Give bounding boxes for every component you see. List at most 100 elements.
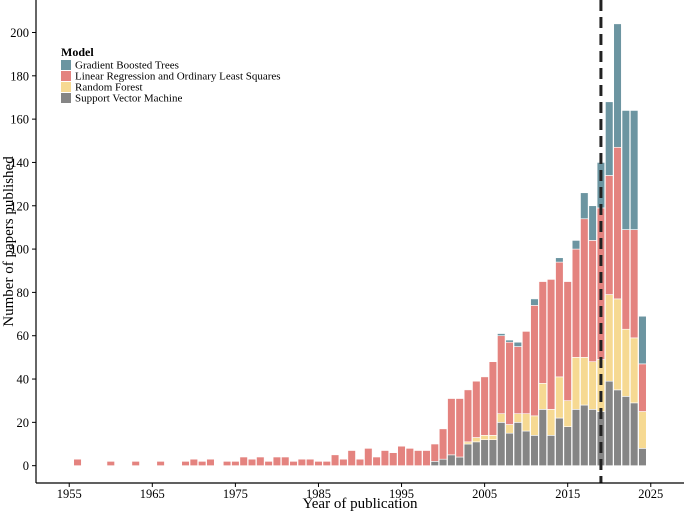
bar-1993-linear-regression-and-ordinary-least-squares [380,450,390,466]
bar-1995-linear-regression-and-ordinary-least-squares [397,445,406,466]
bar-1991-linear-regression-and-ordinary-least-squares [364,448,373,466]
bar-1982-linear-regression-and-ordinary-least-squares [289,461,298,466]
bar-1976-linear-regression-and-ordinary-least-squares [239,456,248,466]
bar-2022-linear-regression-and-ordinary-least-squares [621,229,630,330]
bar-2016-gradient-boosted-trees [571,240,581,250]
bar-2021-gradient-boosted-trees [613,23,622,148]
bar-2011-gradient-boosted-trees [530,298,539,306]
legend-label-gradient-boosted-trees: Gradient Boosted Trees [75,60,179,72]
bar-2024-linear-regression-and-ordinary-least-squares [638,363,647,412]
bar-2007-support-vector-machine [497,422,506,466]
bar-2005-linear-regression-and-ordinary-least-squares [480,376,489,436]
bar-2022-support-vector-machine [621,396,630,466]
bar-2012-support-vector-machine [538,409,547,466]
bar-2014-support-vector-machine [555,417,564,466]
x-tick-label-2005: 2005 [472,487,497,501]
bar-2009-random-forest [513,413,522,423]
bar-2022-random-forest [621,328,630,397]
bar-2012-linear-regression-and-ordinary-least-squares [538,281,547,384]
bar-2002-linear-regression-and-ordinary-least-squares [455,398,464,458]
bar-2024-support-vector-machine [638,448,647,466]
bar-1998-linear-regression-and-ordinary-least-squares [422,450,431,466]
bar-2020-gradient-boosted-trees [605,101,614,176]
bar-2019-gradient-boosted-trees [596,162,606,209]
bar-1988-linear-regression-and-ordinary-least-squares [339,458,348,466]
bar-1981-linear-regression-and-ordinary-least-squares [281,456,290,466]
bar-1971-linear-regression-and-ordinary-least-squares [198,461,207,466]
bar-1975-linear-regression-and-ordinary-least-squares [231,461,240,466]
bar-2020-linear-regression-and-ordinary-least-squares [605,175,614,295]
bars-group [73,23,647,466]
bar-2017-linear-regression-and-ordinary-least-squares [580,218,589,358]
y-tick-label-20: 20 [17,416,30,430]
bar-2008-gradient-boosted-trees [505,339,514,343]
bar-2007-random-forest [497,413,506,423]
bar-1989-linear-regression-and-ordinary-least-squares [347,450,356,466]
bar-2010-support-vector-machine [522,430,531,466]
bar-2018-linear-regression-and-ordinary-least-squares [588,240,597,363]
bar-2000-linear-regression-and-ordinary-least-squares [438,428,448,460]
bar-2023-gradient-boosted-trees [630,110,639,230]
x-tick-label-1965: 1965 [140,487,165,501]
bar-2003-linear-regression-and-ordinary-least-squares [463,389,473,443]
bar-2020-support-vector-machine [605,380,614,466]
legend-label-support-vector-machine: Support Vector Machine [75,93,182,105]
bar-2016-linear-regression-and-ordinary-least-squares [571,248,581,358]
bar-2012-random-forest [538,383,547,410]
bar-2015-linear-regression-and-ordinary-least-squares [563,281,572,401]
bar-2001-linear-regression-and-ordinary-least-squares [447,398,456,456]
bar-2019-support-vector-machine [596,411,606,466]
bar-2005-support-vector-machine [480,439,489,466]
y-tick-label-40: 40 [17,373,30,387]
bar-2000-support-vector-machine [438,458,448,466]
bar-1986-linear-regression-and-ordinary-least-squares [322,461,331,466]
legend-label-linear-regression-and-ordinary-least-squares: Linear Regression and Ordinary Least Squ… [75,71,281,83]
y-tick-label-60: 60 [17,329,30,343]
bar-2006-support-vector-machine [488,439,498,466]
bar-1974-linear-regression-and-ordinary-least-squares [222,461,232,466]
bar-2011-support-vector-machine [530,435,539,466]
bar-2004-linear-regression-and-ordinary-least-squares [472,380,481,438]
y-axis-ticks: 0 20 40 60 80 100 120 140 160 180 200 [10,26,36,473]
bar-1987-linear-regression-and-ordinary-least-squares [330,454,340,466]
bar-2002-support-vector-machine [455,456,464,466]
bar-2016-random-forest [571,357,581,410]
bar-1977-linear-regression-and-ordinary-least-squares [247,458,257,466]
y-tick-label-120: 120 [10,199,29,213]
x-tick-label-1985: 1985 [306,487,331,501]
bar-1963-linear-regression-and-ordinary-least-squares [131,461,140,466]
bar-1999-support-vector-machine [430,461,439,466]
bar-2017-support-vector-machine [580,404,589,466]
bar-2009-linear-regression-and-ordinary-least-squares [513,346,522,414]
bar-2010-linear-regression-and-ordinary-least-squares [522,331,531,414]
bar-2007-gradient-boosted-trees [497,333,506,337]
bar-2021-random-forest [613,298,622,391]
x-tick-label-1995: 1995 [389,487,414,501]
bar-2011-random-forest [530,415,539,436]
bar-2018-gradient-boosted-trees [588,205,597,241]
y-tick-label-80: 80 [17,286,30,300]
legend-title: Model [61,45,94,59]
bar-2001-support-vector-machine [447,454,456,466]
bar-1999-linear-regression-and-ordinary-least-squares [430,443,439,462]
y-tick-label-0: 0 [23,459,29,473]
bar-2015-support-vector-machine [563,426,572,466]
bar-1990-linear-regression-and-ordinary-least-squares [355,458,365,466]
bar-1956-linear-regression-and-ordinary-least-squares [73,458,82,466]
legend-swatch-gradient-boosted-trees [61,60,71,70]
y-axis-title: Number of papers published [1,156,17,327]
bar-2008-linear-regression-and-ordinary-least-squares [505,341,514,425]
bar-1978-linear-regression-and-ordinary-least-squares [256,456,265,466]
bar-2014-random-forest [555,376,564,419]
bar-2013-linear-regression-and-ordinary-least-squares [546,279,556,410]
bar-2021-support-vector-machine [613,389,622,466]
bar-2006-random-forest [488,435,498,440]
bar-2005-random-forest [480,435,489,440]
bar-2017-random-forest [580,357,589,406]
bar-2014-linear-regression-and-ordinary-least-squares [555,261,564,378]
y-tick-label-180: 180 [10,69,29,83]
bar-2011-linear-regression-and-ordinary-least-squares [530,305,539,417]
bar-2004-random-forest [472,437,481,443]
bar-1980-linear-regression-and-ordinary-least-squares [272,456,282,466]
